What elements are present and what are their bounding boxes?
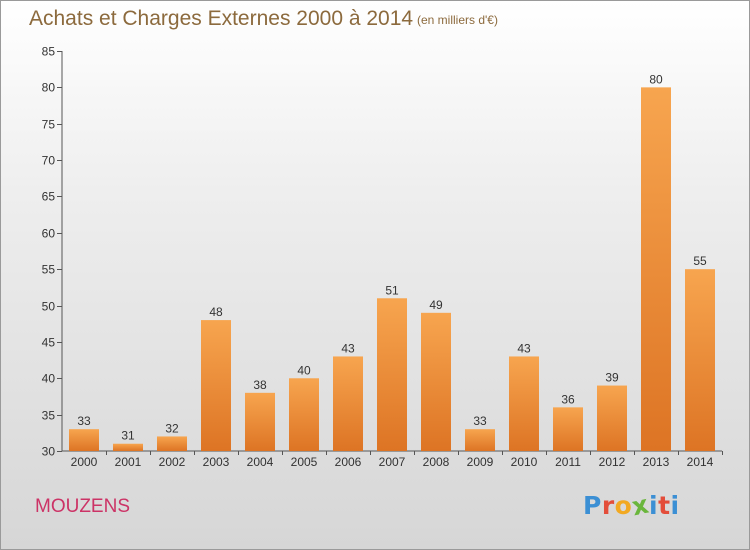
data-label: 33 [77,414,91,428]
bar [333,356,363,451]
bar [641,87,671,451]
x-tick-label: 2001 [115,455,142,469]
logo-letter: i [670,491,680,520]
logo-letter: o [614,491,633,520]
logo-letter: r [601,491,615,520]
x-tick-label: 2005 [291,455,318,469]
x-tick-label: 2006 [335,455,362,469]
bar [465,429,495,451]
data-label: 51 [385,283,399,297]
data-label: 49 [429,298,443,312]
bar [421,312,451,451]
chart-title: Achats et Charges Externes 2000 à 2014 [29,7,414,30]
logo-letter: t [658,491,671,520]
y-tick-label: 60 [42,227,56,241]
bar [685,269,715,451]
x-tick-label: 2002 [159,455,186,469]
bar [509,356,539,451]
data-label: 48 [209,305,223,319]
logo-letter: i [649,491,659,520]
bar [113,443,143,451]
proxiti-logo: Proxiti [583,490,680,522]
y-tick-label: 50 [42,300,56,314]
data-label: 36 [561,392,575,406]
chart-unit: (en milliers d'€) [417,13,498,27]
data-label: 33 [473,414,487,428]
y-tick-label: 35 [42,409,56,423]
bar [553,407,583,451]
bar [157,436,187,451]
bar [597,385,627,451]
y-tick-label: 70 [42,154,56,168]
x-tick-label: 2007 [379,455,406,469]
x-tick-label: 2004 [247,455,274,469]
bar [201,320,231,451]
bar [245,392,275,451]
y-tick-label: 30 [42,445,56,459]
data-label: 80 [649,72,663,86]
x-tick-label: 2008 [423,455,450,469]
x-tick-label: 2012 [599,455,626,469]
data-label: 43 [341,341,355,355]
x-tick-label: 2011 [555,455,581,469]
y-tick-label: 85 [42,45,56,59]
logo-letter: P [583,491,602,520]
data-label: 43 [517,341,531,355]
bar [69,429,99,451]
commune-name: MOUZENS [35,496,130,517]
y-tick-label: 40 [42,372,56,386]
x-tick-label: 2010 [511,455,538,469]
data-label: 39 [605,371,619,385]
data-label: 32 [165,421,179,435]
x-tick-label: 2009 [467,455,494,469]
bar [289,378,319,451]
y-tick-label: 75 [42,118,56,132]
data-label: 38 [253,378,267,392]
data-label: 55 [693,254,707,268]
x-tick-label: 2013 [643,455,670,469]
x-tick-label: 2014 [687,455,714,469]
data-label: 40 [297,363,311,377]
bar [377,298,407,451]
y-tick-label: 55 [42,263,56,277]
y-tick-label: 45 [42,336,56,350]
y-tick-label: 65 [42,190,56,204]
y-tick-label: 80 [42,81,56,95]
x-tick-label: 2000 [71,455,98,469]
x-tick-label: 2003 [203,455,230,469]
data-label: 31 [121,429,135,443]
